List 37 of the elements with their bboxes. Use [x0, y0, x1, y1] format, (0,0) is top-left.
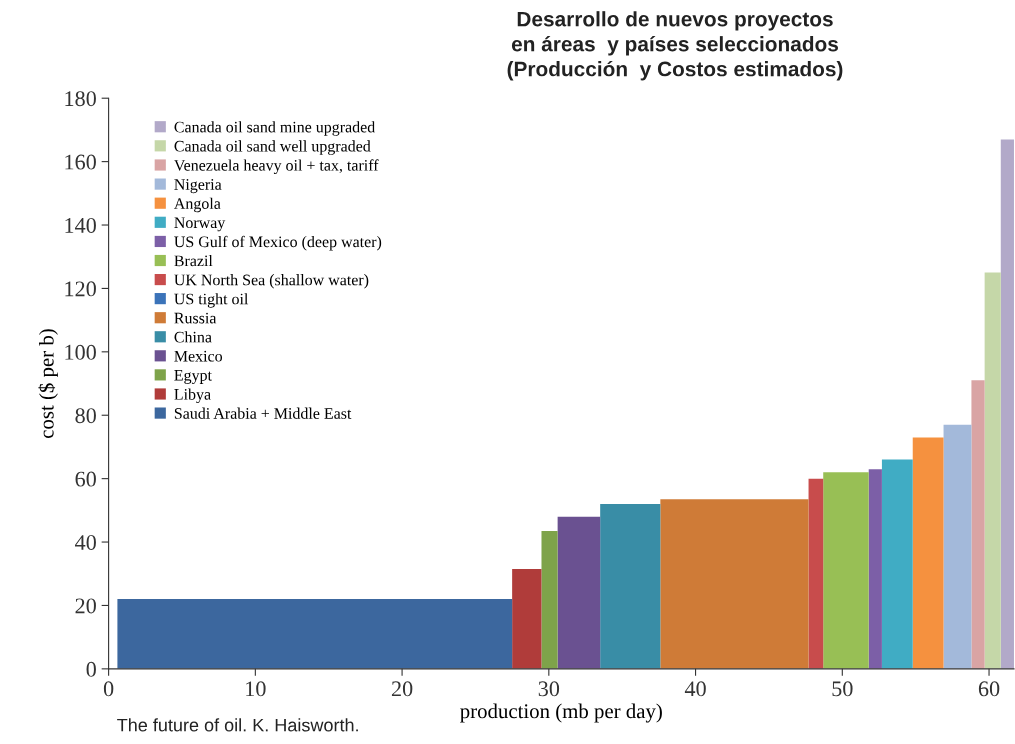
legend-label: Nigeria — [174, 179, 222, 194]
y-tick-label: 0 — [86, 661, 96, 677]
legend-label: Angola — [173, 197, 221, 213]
y-tick-label: 100 — [65, 344, 96, 360]
x-tick-label: 50 — [832, 681, 853, 697]
x-tick-label: 60 — [978, 681, 1000, 697]
legend-label: China — [174, 331, 212, 343]
legend-label: UK North Sea (shallow water) — [174, 274, 369, 289]
legend-label: US tight oil — [174, 293, 249, 308]
y-tick-label: 140 — [65, 217, 96, 233]
x-tick-label: 20 — [391, 681, 413, 697]
legend-label: Venezuela heavy oil + tax, tariff — [174, 159, 379, 175]
y-tick-label: 180 — [65, 91, 96, 107]
x-tick-label: 40 — [684, 681, 706, 697]
y-tick-label: 60 — [75, 471, 96, 487]
legend-label: Libya — [174, 388, 211, 404]
y-tick-label: 80 — [75, 408, 96, 424]
legend-label: Russia — [174, 312, 217, 324]
legend-label: Saudi Arabia + Middle East — [174, 407, 352, 419]
y-tick-label: 120 — [65, 281, 96, 297]
y-tick-label: 20 — [75, 598, 96, 614]
text: The future of oil. K. Haisworth. — [117, 718, 358, 732]
legend-label: Canada oil sand well upgraded — [174, 140, 371, 155]
legend-label: Canada oil sand mine upgraded — [174, 121, 376, 136]
y-tick-label: 40 — [75, 534, 96, 550]
y-tick-label: 160 — [65, 154, 96, 170]
chart-title: Desarrollo de nuevos proyectos en áreas y países seleccionados (Producción y Costos estimados) — [507, 11, 843, 81]
legend-label: Egypt — [174, 370, 212, 384]
y-axis-title: cost ($ per b) — [38, 329, 58, 438]
legend-label: Norway — [174, 217, 226, 232]
legend-label: Brazil — [174, 255, 213, 267]
x-tick-label: 10 — [246, 681, 266, 697]
legend-label: Mexico — [174, 350, 223, 362]
x-axis-title: production (mb per day) — [460, 703, 662, 723]
x-tick-label: 0 — [103, 681, 114, 697]
x-tick-label: 30 — [538, 681, 560, 697]
legend-label: US Gulf of Mexico (deep water) — [174, 235, 382, 251]
